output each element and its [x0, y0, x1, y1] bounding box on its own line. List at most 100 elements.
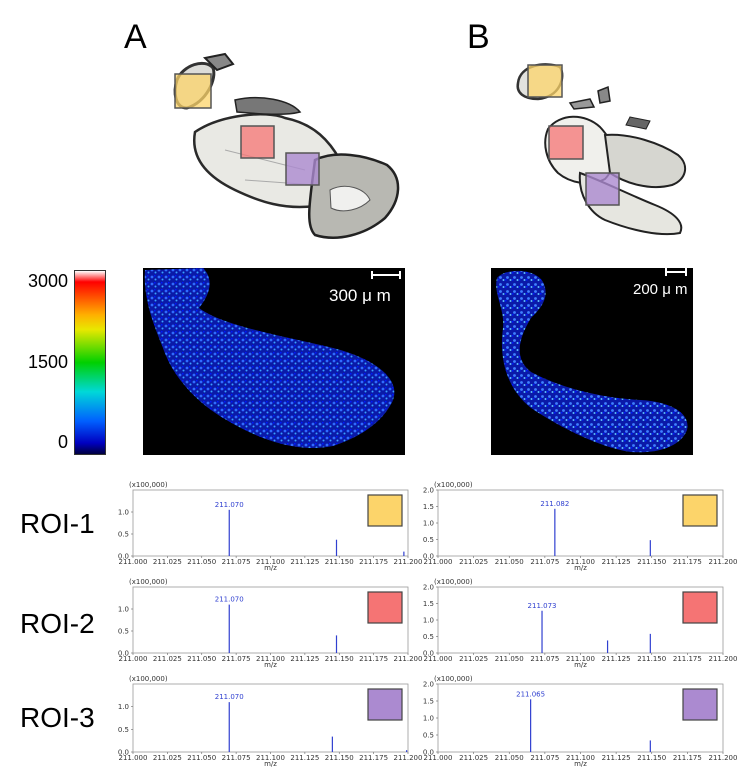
- y-tick-label: 2.0: [423, 681, 434, 689]
- y-tick-label: 1.5: [423, 503, 434, 511]
- x-axis-label: m/z: [574, 661, 587, 669]
- spectrum-b-roi-2: (x100,000) 0.0 0.5 1.0 1.5 2.0 211.000 211.025 2…: [423, 578, 738, 669]
- tissue-section-a: [173, 52, 400, 239]
- y-tick-label: 0.5: [423, 633, 434, 641]
- x-tick-label: 211.075: [222, 655, 251, 663]
- y-tick-label: 0.5: [118, 531, 129, 539]
- x-tick-label: 211.050: [495, 754, 524, 762]
- x-tick-label: 211.025: [153, 754, 182, 762]
- x-axis-label: m/z: [574, 564, 587, 572]
- x-tick-label: 211.075: [222, 558, 251, 566]
- x-tick-label: 211.075: [530, 754, 559, 762]
- scale-bar-b-tick-right: [685, 268, 687, 276]
- roi-color-swatch: [367, 591, 403, 624]
- colorbar-mid-label: 1500: [27, 352, 68, 372]
- x-tick-label: 211.075: [222, 754, 251, 762]
- y-tick-label: 1.0: [423, 617, 434, 625]
- x-tick-label: 211.175: [673, 655, 702, 663]
- ims-image-b: 200 μ m: [491, 268, 693, 455]
- x-tick-label: 211.025: [459, 754, 488, 762]
- x-tick-label: 211.150: [325, 558, 354, 566]
- x-tick-label: 211.000: [424, 754, 453, 762]
- y-multiplier-label: (x100,000): [434, 578, 473, 586]
- x-tick-label: 211.125: [602, 754, 631, 762]
- peak-label: 211.065: [516, 690, 545, 698]
- plot-frame: [132, 586, 409, 654]
- x-tick-label: 211.200: [394, 558, 423, 566]
- x-tick-label: 211.200: [394, 655, 423, 663]
- y-multiplier-label: (x100,000): [434, 675, 473, 683]
- roi-2-label: ROI-2: [20, 608, 95, 639]
- plot-frame: [132, 489, 409, 557]
- x-axis-label: m/z: [264, 661, 277, 669]
- roi-2-box-a: [240, 125, 275, 159]
- roi-1-box-a: [174, 73, 212, 109]
- x-tick-label: 211.100: [256, 558, 285, 566]
- x-axis-label: m/z: [574, 760, 587, 768]
- colorbar-max-label: 3000: [27, 271, 68, 291]
- x-tick-label: 211.125: [602, 558, 631, 566]
- x-tick-label: 211.200: [709, 558, 738, 566]
- x-tick-label: 211.000: [119, 558, 148, 566]
- x-tick-label: 211.100: [566, 754, 595, 762]
- x-tick-label: 211.050: [495, 558, 524, 566]
- x-tick-label: 211.150: [637, 754, 666, 762]
- y-tick-label: 1.0: [118, 703, 129, 711]
- x-axis-label: m/z: [264, 564, 277, 572]
- x-tick-label: 211.175: [359, 558, 388, 566]
- scale-bar-a: [371, 274, 401, 276]
- y-tick-label: 1.0: [423, 520, 434, 528]
- roi-3-box-b: [585, 172, 620, 206]
- y-tick-label: 1.0: [423, 715, 434, 723]
- x-tick-label: 211.200: [709, 655, 738, 663]
- x-axis-label: m/z: [264, 760, 277, 768]
- x-tick-label: 211.175: [673, 754, 702, 762]
- x-tick-label: 211.025: [459, 655, 488, 663]
- x-tick-label: 211.100: [566, 655, 595, 663]
- x-tick-label: 211.050: [187, 754, 216, 762]
- x-tick-label: 211.175: [359, 754, 388, 762]
- y-tick-label: 0.0: [423, 650, 434, 658]
- y-multiplier-label: (x100,000): [434, 481, 473, 489]
- scale-bar-b-tick-left: [665, 268, 667, 276]
- x-tick-label: 211.175: [673, 558, 702, 566]
- x-tick-label: 211.125: [290, 558, 319, 566]
- scale-bar-a-tick-right: [399, 271, 401, 279]
- scale-label-b: 200 μ m: [633, 281, 688, 298]
- plot-frame: [437, 683, 724, 753]
- peak-label: 211.073: [528, 602, 557, 610]
- x-tick-label: 211.075: [530, 558, 559, 566]
- y-tick-label: 0.0: [118, 650, 129, 658]
- roi-color-swatch: [682, 591, 718, 624]
- colorbar-min-label: 0: [57, 432, 68, 452]
- roi-3-box-a: [285, 152, 320, 186]
- roi-2-box-b: [548, 125, 584, 160]
- y-tick-label: 2.0: [423, 584, 434, 592]
- x-tick-label: 211.000: [424, 558, 453, 566]
- x-tick-label: 211.150: [637, 655, 666, 663]
- y-tick-label: 0.0: [118, 749, 129, 757]
- peak-label: 211.070: [215, 501, 244, 509]
- scale-bar-a-tick-left: [371, 271, 373, 279]
- x-tick-label: 211.050: [187, 558, 216, 566]
- roi-color-swatch: [682, 688, 718, 721]
- y-tick-label: 2.0: [423, 487, 434, 495]
- y-tick-label: 1.5: [423, 698, 434, 706]
- y-tick-label: 0.5: [423, 536, 434, 544]
- x-tick-label: 211.125: [290, 754, 319, 762]
- roi-3-label: ROI-3: [20, 702, 95, 733]
- panel-label-a: A: [124, 18, 147, 56]
- roi-color-swatch: [682, 494, 718, 527]
- scale-bar-b: [665, 271, 687, 273]
- roi-1-box-b: [527, 64, 563, 98]
- spectrum-a-roi-2: (x100,000) 0.0 0.5 1.0 211.000 211.025 211.050…: [118, 578, 423, 669]
- intensity-colorbar: [74, 270, 106, 455]
- y-tick-label: 0.5: [118, 628, 129, 636]
- y-tick-label: 0.5: [118, 726, 129, 734]
- x-tick-label: 211.100: [566, 558, 595, 566]
- x-tick-label: 211.025: [459, 558, 488, 566]
- roi-color-swatch: [367, 688, 403, 721]
- roi-1-label: ROI-1: [20, 508, 95, 539]
- x-tick-label: 211.125: [290, 655, 319, 663]
- spectrum-a-roi-1: (x100,000) 0.0 0.5 1.0 211.000 211.025 211.050…: [118, 481, 423, 572]
